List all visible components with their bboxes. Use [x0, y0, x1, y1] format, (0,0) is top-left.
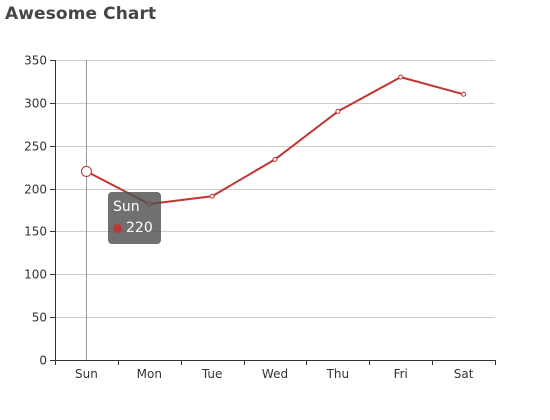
x-tick-label: Fri — [394, 367, 408, 381]
data-point — [209, 193, 215, 199]
y-tick-label: 350 — [24, 54, 47, 68]
y-tick-label: 100 — [24, 268, 47, 282]
x-tick-label: Wed — [262, 367, 288, 381]
y-tick-label: 50 — [32, 311, 47, 325]
tooltip-value: 220 — [126, 220, 153, 236]
x-tick-label: Sat — [454, 367, 474, 381]
tooltip-value-row: 220 — [113, 218, 153, 239]
tooltip-category: Sun — [113, 199, 140, 215]
y-tick-label: 300 — [24, 97, 47, 111]
chart-title: Awesome Chart — [5, 4, 157, 24]
series-line — [85, 76, 464, 205]
tooltip: Sun 220 — [108, 192, 161, 244]
data-point — [272, 156, 278, 162]
y-tick-label: 250 — [24, 140, 47, 154]
y-tick-label: 0 — [39, 354, 47, 368]
x-tick-label: Sun — [75, 367, 98, 381]
data-point — [461, 91, 467, 97]
data-point — [335, 108, 341, 114]
data-point — [398, 74, 404, 80]
y-tick-label: 200 — [24, 183, 47, 197]
y-tick-label: 150 — [24, 225, 47, 239]
x-tick-label: Thu — [326, 367, 350, 381]
series-marker-dot — [113, 224, 122, 233]
x-tick-label: Tue — [201, 367, 223, 381]
x-tick-label: Mon — [137, 367, 162, 381]
data-point-highlighted — [80, 165, 92, 177]
